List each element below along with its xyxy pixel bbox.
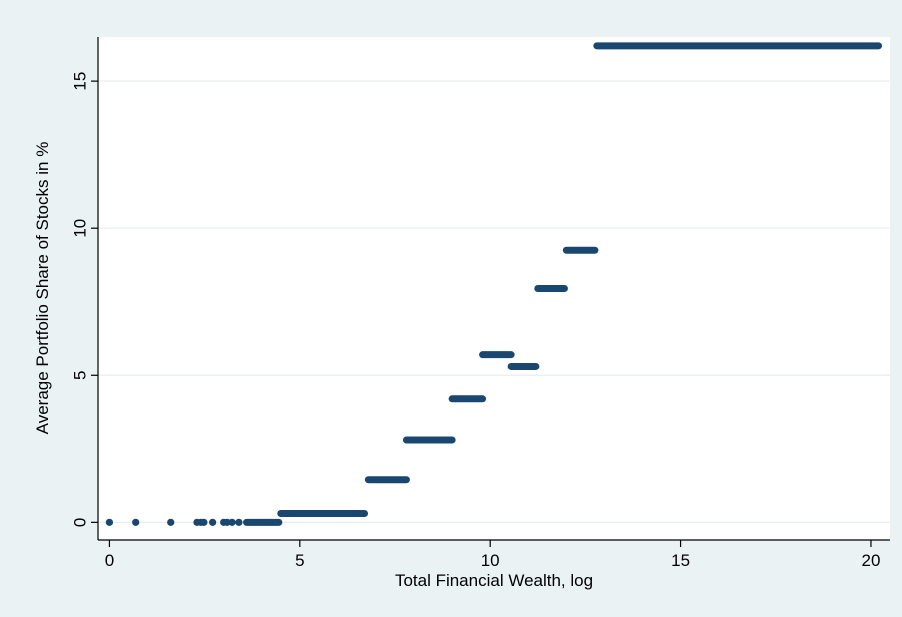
- y-tick-label: 10: [71, 219, 90, 238]
- data-point: [167, 518, 175, 526]
- data-point: [235, 518, 243, 526]
- data-point: [105, 518, 114, 526]
- plot-area: [98, 37, 890, 540]
- data-point: [200, 518, 208, 526]
- axis-ticks: 0 5 10 15 20 0 5 10 15: [71, 72, 881, 570]
- data-point: [132, 518, 140, 526]
- x-tick-label: 15: [671, 551, 690, 570]
- axes: [97, 37, 890, 541]
- data-marks: [105, 42, 883, 526]
- data-point: [223, 518, 231, 526]
- data-point: [228, 518, 236, 526]
- y-tick-label: 15: [71, 72, 90, 91]
- y-tick-label: 0: [71, 518, 90, 527]
- x-tick-label: 5: [295, 551, 304, 570]
- x-tick-label: 10: [481, 551, 500, 570]
- x-tick-label: 20: [862, 551, 881, 570]
- x-tick-label: 0: [105, 551, 114, 570]
- data-point: [209, 518, 217, 526]
- y-axis-title: Average Portfolio Share of Stocks in %: [33, 142, 52, 435]
- x-axis-title: Total Financial Wealth, log: [395, 571, 593, 590]
- y-tick-label: 5: [71, 371, 90, 380]
